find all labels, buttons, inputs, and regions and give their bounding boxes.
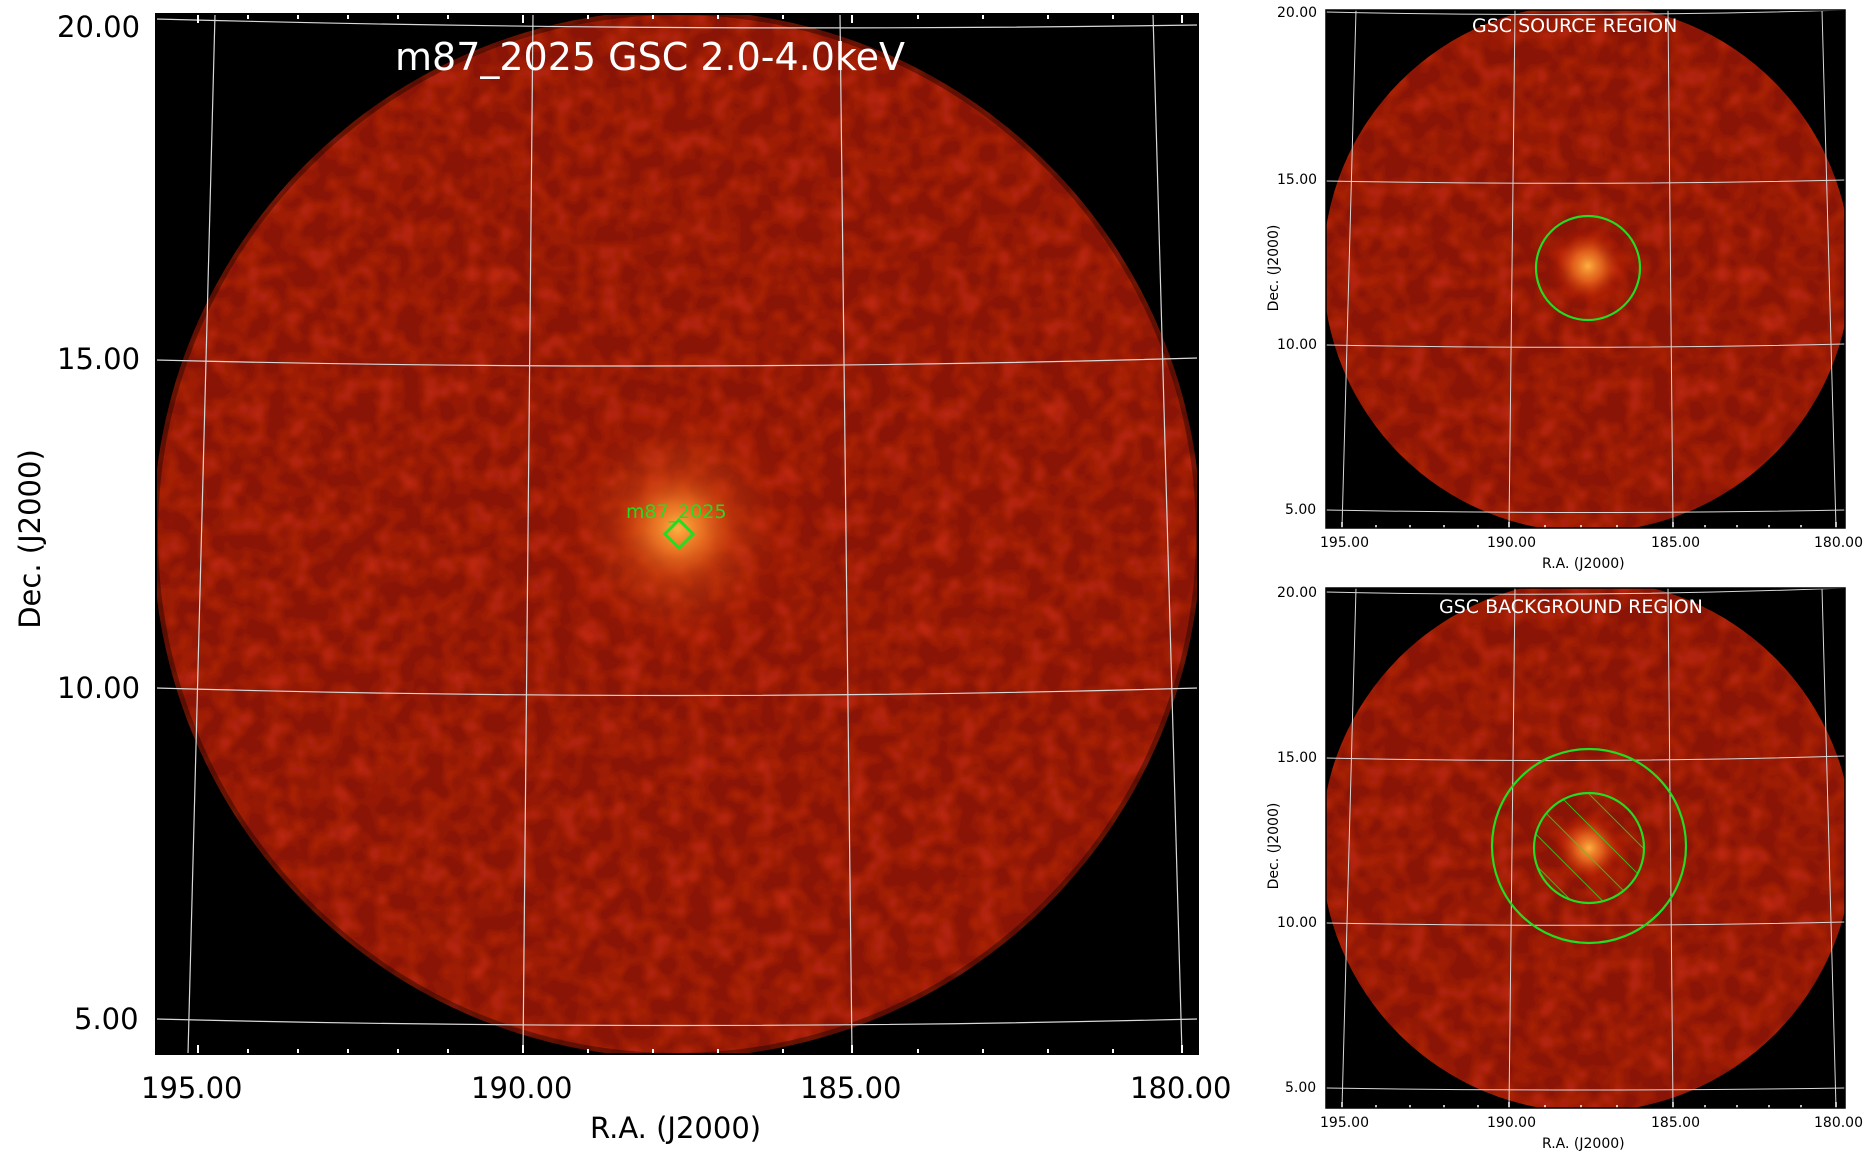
bkg-y-tick-20: 20.00 [1277, 585, 1318, 601]
x-tick-185: 185.00 [800, 1071, 902, 1105]
bkg-y-tick-15: 15.00 [1277, 750, 1318, 766]
bkg-y-tick-10: 10.00 [1277, 915, 1318, 931]
y-tick-5: 5.00 [74, 1002, 139, 1036]
src-y-tick-20: 20.00 [1277, 5, 1318, 21]
bkg-x-tick-185: 185.00 [1651, 1115, 1700, 1131]
background-region-panel: GSC BACKGROUND REGION 20.00 15.00 10.00 … [1250, 580, 1869, 1158]
y-tick-15: 15.00 [57, 342, 141, 376]
src-x-tick-190: 190.00 [1487, 535, 1536, 551]
bkg-y-tick-5: 5.00 [1285, 1080, 1317, 1096]
source-region-image [1325, 9, 1846, 529]
main-title: m87_2025 GSC 2.0-4.0keV [395, 35, 905, 79]
main-image-panel: m87_2025 GSC 2.0-4.0keV m87_2025 20.00 1… [13, 10, 1232, 1145]
x-axis-label: R.A. (J2000) [590, 1111, 762, 1145]
src-y-tick-5: 5.00 [1285, 502, 1317, 518]
y-tick-10: 10.00 [57, 671, 141, 705]
y-tick-20: 20.00 [57, 10, 141, 44]
src-x-tick-185: 185.00 [1651, 535, 1700, 551]
src-x-axis-label: R.A. (J2000) [1542, 556, 1625, 572]
source-panel-title: GSC SOURCE REGION [1472, 15, 1678, 37]
src-y-axis-label: Dec. (J2000) [1266, 224, 1282, 312]
bkg-x-tick-195: 195.00 [1320, 1115, 1369, 1131]
x-tick-180: 180.00 [1130, 1071, 1232, 1105]
x-tick-195: 195.00 [141, 1071, 243, 1105]
excluded-source-region [1532, 791, 1646, 905]
bkg-x-tick-190: 190.00 [1487, 1115, 1536, 1131]
y-axis-label: Dec. (J2000) [13, 449, 47, 629]
x-tick-190: 190.00 [471, 1071, 573, 1105]
source-region-panel: GSC SOURCE REGION 20.00 15.00 10.00 5.00… [1250, 0, 1869, 580]
background-region-image [1325, 587, 1846, 1109]
bkg-x-axis-label: R.A. (J2000) [1542, 1136, 1625, 1152]
bkg-x-tick-180: 180.00 [1814, 1115, 1863, 1131]
src-y-tick-15: 15.00 [1277, 172, 1318, 188]
main-sky-image: m87_2025 GSC 2.0-4.0keV m87_2025 [155, 13, 1199, 1055]
src-x-tick-195: 195.00 [1320, 535, 1369, 551]
background-panel-title: GSC BACKGROUND REGION [1439, 596, 1703, 618]
source-position-marker [662, 517, 696, 551]
coordinate-grid [156, 14, 1198, 1054]
bkg-y-axis-label: Dec. (J2000) [1266, 802, 1282, 890]
background-annulus-outer [1490, 747, 1688, 945]
source-region-circle [1534, 214, 1642, 322]
src-y-tick-10: 10.00 [1277, 337, 1318, 353]
src-x-tick-180: 180.00 [1814, 535, 1863, 551]
source-label: m87_2025 [626, 501, 727, 523]
